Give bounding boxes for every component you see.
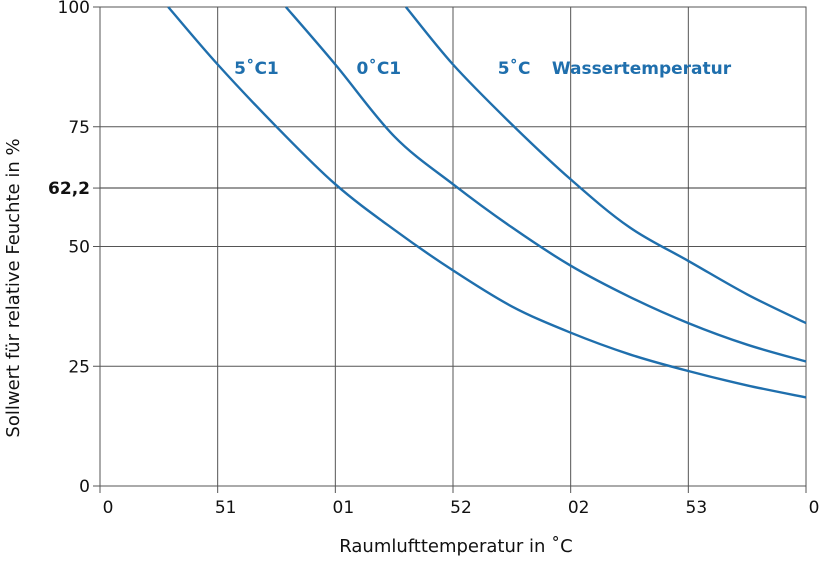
- plot-border: [99, 6, 807, 487]
- series-line-2: [284, 6, 807, 363]
- y-tick-label: 62,2: [48, 179, 90, 199]
- y-tick-label: 0: [79, 477, 90, 497]
- y-tick-label: 50: [68, 238, 90, 258]
- series-line-1: [167, 6, 807, 399]
- x-tick-label: 01: [333, 498, 355, 518]
- series-label-2: 0˚C1: [357, 57, 402, 79]
- x-tick-label: 53: [686, 498, 708, 518]
- x-tick-label: 0: [809, 498, 820, 518]
- labels: 5˚C1 0˚C1 5˚C Wassertemperatur: [234, 57, 732, 79]
- y-axis-title: Sollwert für relative Feuchte in %: [3, 138, 24, 437]
- series-label-1: 5˚C1: [234, 57, 279, 79]
- y-tick-label: 100: [58, 0, 90, 18]
- y-tick-label: 75: [68, 118, 90, 138]
- x-tick-label: 02: [568, 498, 590, 518]
- x-axis-title: Raumlufttemperatur in ˚C: [339, 536, 572, 557]
- plot-frame: [93, 6, 807, 493]
- y-tick-label: 25: [68, 357, 90, 377]
- series-lines: [167, 6, 807, 399]
- x-tick-label: 52: [450, 498, 472, 518]
- x-tick-label: 51: [215, 498, 237, 518]
- series-label-3: 5˚C: [498, 57, 531, 79]
- x-tick-label: 0: [103, 498, 114, 518]
- grid-lines: [100, 7, 806, 486]
- legend-text: Wassertemperatur: [552, 59, 732, 79]
- series-line-3: [404, 6, 807, 325]
